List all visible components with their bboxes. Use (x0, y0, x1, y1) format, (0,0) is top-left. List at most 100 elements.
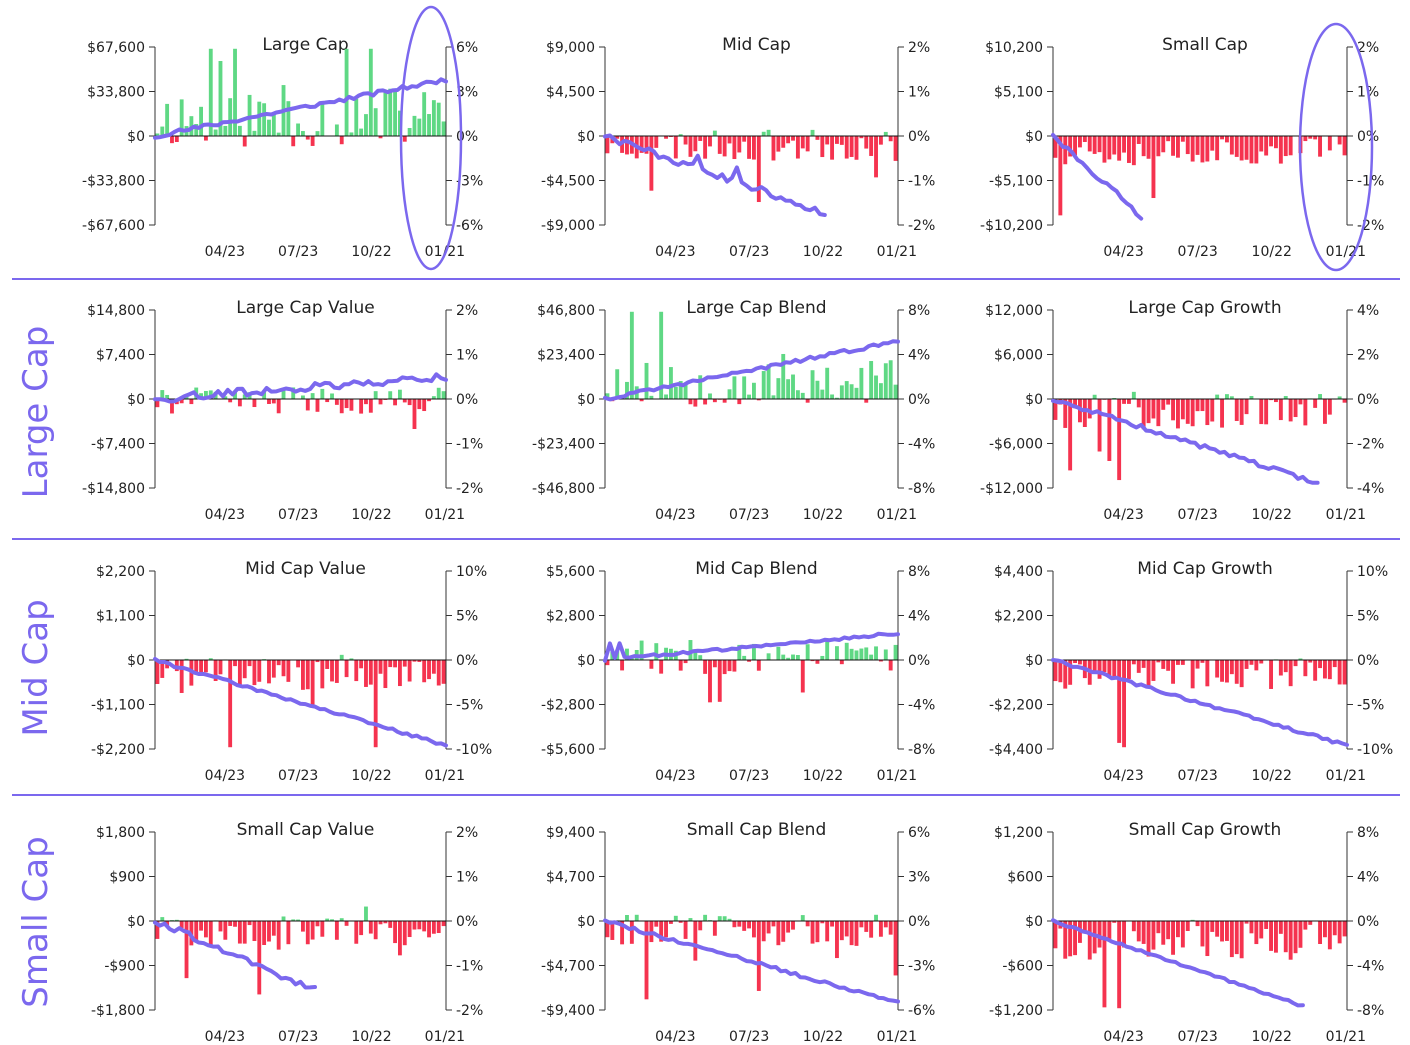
flow-bar (378, 136, 383, 139)
flow-bar (242, 136, 247, 147)
y2-tick-label: 1% (456, 870, 478, 886)
flow-bar (1151, 921, 1156, 950)
flow-bar (1102, 660, 1107, 673)
flow-bar (1259, 660, 1264, 664)
flow-bar (678, 381, 683, 399)
flow-bar (1205, 921, 1210, 957)
flow-bar (620, 921, 625, 945)
flow-bar (305, 660, 310, 690)
flow-bar (301, 921, 305, 932)
y-tick-label: -$1,100 (91, 698, 145, 714)
chart-panel: Small Cap $10,200 $5,100 $0 -$5,100 -$10,200 2… (980, 35, 1384, 260)
flow-bar (722, 399, 727, 403)
flow-bar (1288, 921, 1293, 960)
flow-bar (761, 371, 766, 399)
x-tick-label: 07/23 (729, 244, 769, 260)
flow-bar (233, 921, 237, 927)
flow-bar (878, 921, 883, 937)
x-tick-label: 10/22 (803, 507, 843, 523)
flow-bar (301, 131, 305, 136)
flow-bar (364, 114, 368, 136)
flow-bar (781, 654, 786, 660)
flow-bar (247, 660, 252, 667)
chart-panel: Small Cap Growth $1,200 $600 $0 -$600 -$1,200… (989, 820, 1384, 1045)
flow-bar (1107, 136, 1112, 160)
y-tick-label: -$2,200 (989, 698, 1043, 714)
flow-bar (1269, 660, 1273, 689)
y-tick-label: $6,000 (994, 348, 1043, 364)
flow-bar (223, 125, 228, 136)
flow-bar (717, 916, 722, 921)
y-tick-label: -$4,700 (541, 959, 595, 975)
y-tick-label: $0 (1025, 914, 1043, 930)
flow-bar (1151, 399, 1156, 419)
flow-bar (830, 136, 835, 160)
flow-bar (233, 660, 237, 667)
flow-bar (320, 921, 325, 937)
flow-bar (1323, 399, 1327, 424)
flow-bar (330, 919, 334, 921)
flow-bar (1210, 921, 1215, 932)
flow-bar (237, 399, 242, 407)
flow-bar (732, 921, 737, 928)
flow-bar (1082, 921, 1087, 933)
y-tick-label: $0 (1025, 392, 1043, 408)
flow-bar (315, 921, 320, 927)
flow-bar (417, 118, 422, 136)
flow-bar (349, 399, 354, 411)
x-tick-label: 04/23 (655, 244, 695, 260)
flow-bar (301, 660, 305, 690)
flow-bar (1117, 660, 1122, 743)
flow-bar (354, 98, 359, 136)
flow-bar (1127, 660, 1131, 679)
x-tick-label: 04/23 (205, 244, 245, 260)
flow-bar (878, 660, 883, 662)
x-tick-label: 04/23 (655, 768, 695, 784)
y2-tick-label: -4% (1357, 481, 1384, 497)
flow-bar (1107, 660, 1112, 677)
flow-bar (271, 399, 276, 404)
flow-bar (383, 92, 388, 136)
flow-bar (1303, 399, 1308, 426)
flow-bar (737, 644, 742, 660)
flow-bar (810, 370, 815, 399)
flow-bar (184, 658, 189, 660)
flow-bar (237, 921, 242, 944)
flow-bar (683, 921, 688, 939)
flow-bar (712, 130, 717, 136)
flow-bar (364, 906, 368, 921)
flow-bar (1337, 396, 1342, 399)
flow-bar (179, 399, 184, 404)
flow-bar (683, 660, 688, 664)
flow-bar (776, 921, 781, 946)
flow-bar (1269, 921, 1273, 951)
flow-bar (654, 643, 659, 660)
flow-bar (874, 646, 878, 660)
flow-bar (1092, 660, 1097, 673)
flow-bar (339, 399, 344, 414)
x-tick-label: 10/22 (351, 768, 391, 784)
flow-bar (1146, 660, 1151, 686)
flow-bar (864, 136, 869, 149)
flow-bar (625, 136, 629, 155)
x-tick-label: 01/21 (1326, 507, 1366, 523)
flow-bar (742, 921, 747, 931)
y-tick-label: $2,200 (994, 609, 1043, 625)
flow-bar (1254, 921, 1259, 945)
flow-bar (1073, 136, 1077, 156)
flow-bar (869, 654, 874, 660)
flow-bar (349, 658, 354, 660)
flow-bar (1136, 660, 1141, 673)
row-label-small-cap: Small Cap (16, 836, 56, 1007)
y2-tick-label: 8% (908, 564, 930, 580)
flow-bar (859, 136, 864, 139)
flow-bar (1249, 660, 1254, 665)
y-tick-label: -$14,800 (82, 481, 145, 497)
flow-bar (1293, 660, 1298, 667)
flow-bar (1308, 921, 1313, 925)
flow-bar (247, 921, 252, 926)
flow-bar (644, 136, 649, 154)
flow-bar (1337, 136, 1342, 145)
flow-bar (1141, 921, 1146, 944)
flow-bar (644, 362, 649, 399)
